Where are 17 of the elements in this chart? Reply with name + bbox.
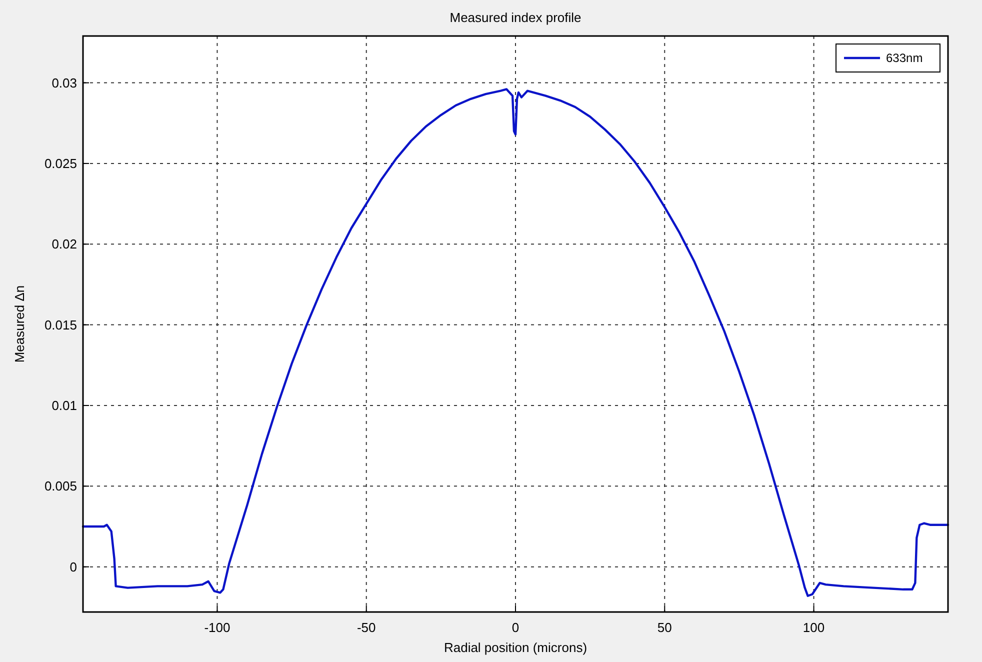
x-tick-label: -100: [204, 620, 230, 635]
line-series: [82, 88, 950, 597]
legend-label: 633nm: [886, 51, 923, 66]
y-axis-title: Measured Δn: [12, 285, 27, 363]
x-tick-label: 50: [657, 620, 672, 635]
y-tick-label: 0.02: [52, 236, 77, 252]
y-tick-label: 0.005: [44, 478, 77, 494]
y-tick-label: 0: [70, 559, 77, 574]
x-tick-label: 0: [512, 620, 520, 635]
y-tick-label: 0.015: [44, 317, 77, 332]
chart-title: Measured index profile: [450, 10, 582, 25]
x-tick-label: -50: [356, 620, 376, 635]
y-tick-label: 0.025: [44, 156, 77, 172]
x-axis-title: Radial position (microns): [444, 640, 588, 655]
x-tick-label: 100: [802, 620, 825, 635]
y-tick-label: 0.01: [52, 398, 77, 414]
y-tick-label: 0.03: [52, 75, 77, 90]
